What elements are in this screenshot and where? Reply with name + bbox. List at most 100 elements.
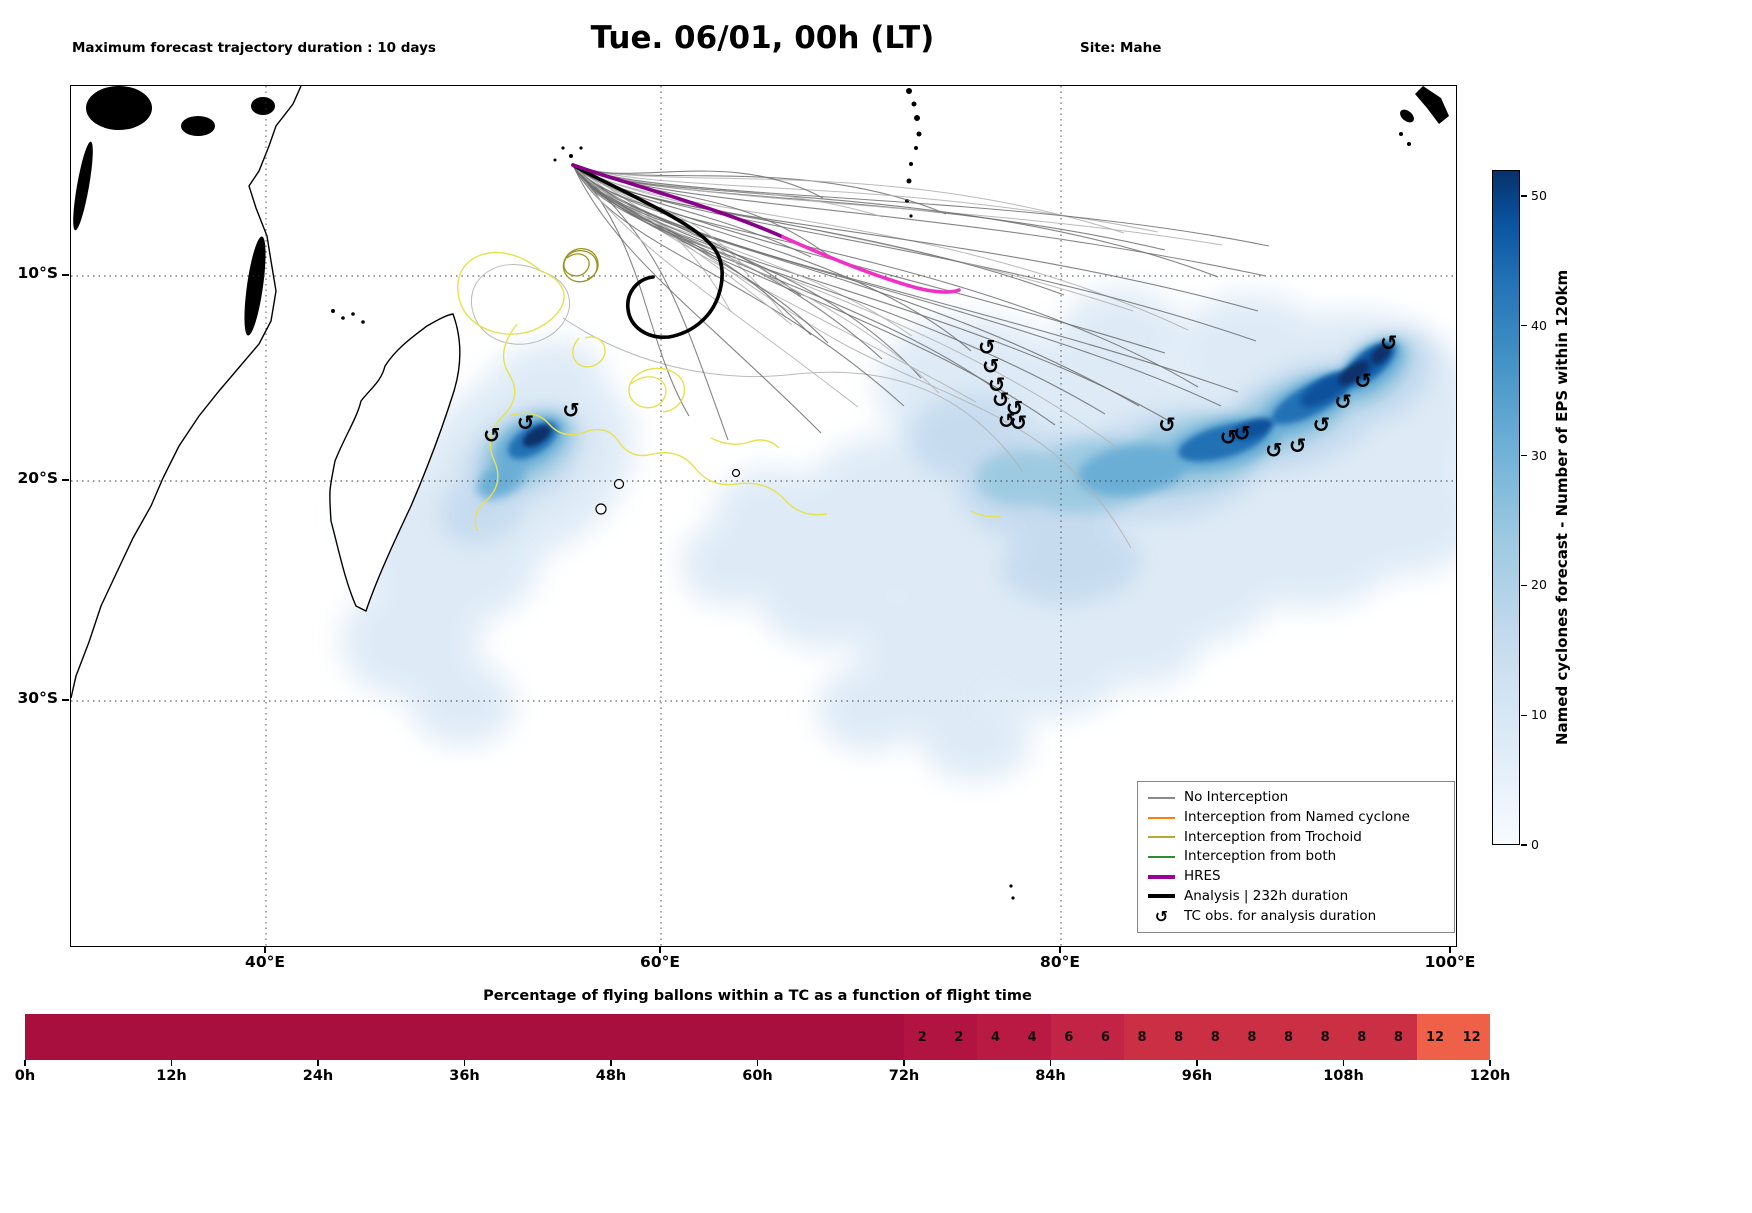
legend-label: TC obs. for analysis duration (1184, 907, 1377, 924)
flight-time-bar-segment: 8 (1123, 1014, 1161, 1060)
flight-time-tick-label: 108h (1323, 1068, 1364, 1084)
colorbar-ticks: 0 10 20 30 40 50 (1521, 170, 1581, 852)
y-tick-label: 10°S (17, 264, 58, 282)
eps-trajectory (572, 164, 1199, 388)
colorbar-tick-mark (1521, 325, 1527, 327)
page-title: Tue. 06/01, 00h (LT) (590, 20, 935, 56)
legend-row: ↺ TC obs. for analysis duration (1148, 907, 1444, 924)
flight-time-bar-segment: 12 (1416, 1014, 1454, 1060)
tc-observation-markers: ↺↺↺↺↺↺↺↺↺↺ ↺↺↺↺ ↺↺↺↺↺ (483, 331, 1398, 462)
sumatra-islands (1399, 86, 1449, 146)
colorbar-tick-label: 0 (1531, 837, 1539, 852)
legend-row: Interception from Trochoid (1148, 828, 1444, 845)
tc-observation-icon: ↺ (1219, 426, 1237, 450)
tc-observation-icon: ↺ (1289, 434, 1307, 458)
flight-time-bar-segment: 8 (1233, 1014, 1271, 1060)
eps-trajectory (572, 164, 1056, 426)
eps-trajectory (572, 164, 883, 360)
legend-row: HRES (1148, 869, 1444, 884)
lake (251, 97, 275, 115)
eps-trajectory (572, 164, 1222, 407)
eps-trajectory (572, 164, 1159, 233)
y-tick-mark (62, 274, 69, 276)
legend-line-sample (1148, 796, 1175, 799)
y-tick-mark (62, 699, 69, 701)
x-tick-label: 80°E (1040, 953, 1080, 971)
tc-observation-icon: ↺ (1265, 438, 1283, 462)
colorbar-tick-mark (1521, 714, 1527, 716)
flight-time-bar-segment: 2 (940, 1014, 978, 1060)
tc-observation-icon: ↺ (1010, 411, 1028, 435)
tc-observation-icon: ↺ (562, 398, 580, 422)
colorbar-tick-label: 50 (1531, 187, 1547, 203)
flight-time-bar-segment: 6 (1050, 1014, 1088, 1060)
flight-time-tick-mark (1489, 1060, 1491, 1066)
flight-time-chart-title: Percentage of flying ballons within a TC… (483, 988, 1032, 1004)
x-tick-label: 40°E (245, 953, 285, 971)
flight-time-bar-segment: 8 (1270, 1014, 1307, 1060)
eps-trajectory (572, 164, 822, 434)
eps-trajectory (572, 164, 1189, 331)
flight-time-bar-segment: 8 (1343, 1014, 1381, 1060)
flight-time-tick-mark (24, 1060, 26, 1066)
maldives-chagos-chain (905, 88, 922, 218)
legend-row: No Interception (1148, 790, 1444, 805)
map-canvas: ↺↺↺↺↺↺↺↺↺↺ ↺↺↺↺ ↺↺↺↺↺ (71, 86, 1456, 946)
flight-time-bar: 2 2 4 4 6 6 8 8 8 8 8 8 8 8 12 12 (25, 1014, 1490, 1060)
tc-observation-icon: ↺ (1158, 413, 1176, 437)
flight-time-tick-mark (756, 1060, 759, 1066)
legend-label: No Interception (1184, 789, 1289, 806)
tc-observation-icon: ↺ (1312, 413, 1330, 437)
flight-time-tick-label: 120h (1469, 1068, 1511, 1084)
tc-observation-icon: ↺ (517, 411, 535, 435)
flight-time-tick-mark (903, 1060, 905, 1066)
colorbar-label: Named cyclones forecast - Number of EPS … (1553, 269, 1571, 746)
flight-time-tick-label: 84h (1035, 1068, 1066, 1084)
flight-time-tick-label: 96h (1181, 1068, 1213, 1084)
legend-line-sample (1148, 836, 1175, 839)
africa-coastline (71, 86, 302, 699)
eps-trajectory (572, 164, 922, 379)
flight-time-bar-segment: 4 (1013, 1014, 1051, 1060)
flight-time-bar-segment: 4 (977, 1014, 1014, 1060)
eps-trajectory (572, 164, 1270, 247)
tc-observation-icon: ↺ (988, 373, 1006, 397)
y-tick-mark (62, 479, 69, 481)
legend-line-sample (1148, 855, 1175, 858)
colorbar-tick-mark (1521, 195, 1527, 197)
coastlines (71, 86, 1449, 900)
analysis-track (571, 163, 724, 339)
flight-time-tick-mark (317, 1060, 319, 1066)
lake-tanganyika (73, 141, 93, 231)
st-paul-amsterdam-islands (1009, 884, 1015, 900)
eps-trajectories-extra (470, 164, 1132, 549)
eps-trajectory (572, 164, 793, 326)
colorbar-tick-label: 30 (1531, 447, 1547, 463)
y-tick-label: 30°S (17, 689, 58, 707)
flight-time-bar-segment: 8 (1380, 1014, 1417, 1060)
flight-time-tick-label: 36h (449, 1068, 480, 1084)
flight-time-tick-label: 48h (595, 1068, 627, 1084)
trochoid-tracks (457, 251, 1002, 531)
x-tick-mark (264, 946, 266, 953)
comoros-islands (331, 309, 365, 324)
legend-line-sample (1148, 816, 1175, 819)
tc-observation-icon: ↺ (1380, 331, 1398, 355)
x-tick-mark (659, 946, 661, 953)
info-line: Site: Mahe (1080, 40, 1162, 56)
flight-time-tick-label: 72h (888, 1068, 920, 1084)
legend-line-sample (1148, 894, 1175, 899)
x-tick-mark (1059, 946, 1061, 953)
y-tick-label: 20°S (17, 469, 58, 487)
colorbar-tick-mark (1521, 584, 1527, 586)
tc-observation-icon: ↺ (1006, 396, 1024, 420)
flight-time-bar-segment: 8 (1306, 1014, 1344, 1060)
legend-row: Analysis | 232h duration (1148, 888, 1444, 904)
eps-trajectory (572, 164, 1166, 251)
flight-time-bar-segment (25, 1014, 904, 1060)
legend-label: Interception from Trochoid (1184, 828, 1362, 845)
x-tick-label: 100°E (1424, 953, 1476, 971)
colorbar-tick-mark (1521, 454, 1527, 457)
map-panel: ↺ ↺ ↺ ↺ ↺ ↺ ↺ ↺ ↺ ↺ ↺ ↺ ↺ ↺ ↺ ↺ ↺ ↺ ↺ (70, 85, 1457, 947)
density-field (341, 288, 1456, 781)
